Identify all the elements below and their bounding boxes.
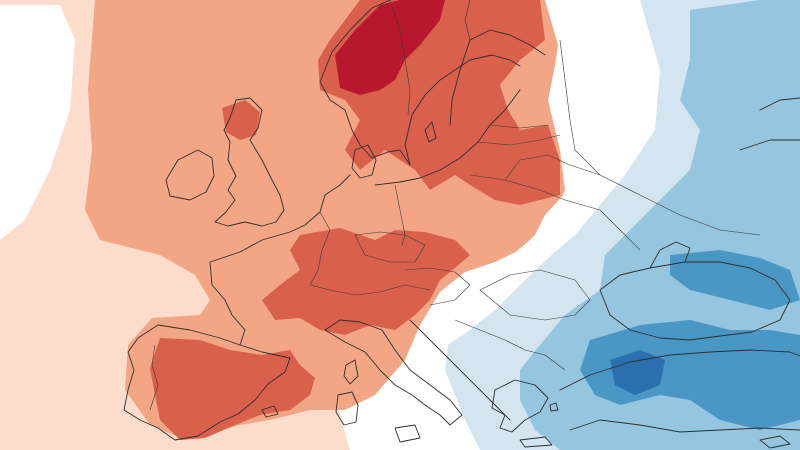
cold-high-zone-ukraine [670, 250, 800, 310]
island-cyprus [759, 435, 791, 449]
coast-black-sea [599, 261, 791, 341]
coast-italy [324, 319, 463, 426]
island-balearic [261, 405, 279, 418]
warm-high-zone-scotland [222, 100, 260, 140]
coast-turkey [559, 349, 800, 391]
coast-sardinia [335, 391, 359, 426]
island-sicily [394, 424, 421, 443]
neutral-zone-west-sea [0, 5, 75, 240]
border-austria-hungary [404, 267, 471, 306]
coast-iberia [123, 324, 291, 441]
coast-baltic [374, 89, 521, 186]
coast-finland [449, 29, 546, 126]
border-romania [479, 269, 591, 321]
border-sweden-finland [464, 0, 471, 41]
border-spain-portugal [149, 344, 159, 411]
cold-extreme-zone [610, 350, 665, 395]
coast-scandinavia [319, 0, 521, 166]
island-crete [519, 436, 553, 448]
coast-greece [491, 379, 549, 433]
coast-ireland [165, 149, 215, 201]
border-alps [309, 284, 431, 296]
coast-denmark [351, 144, 377, 179]
border-norway-sweden [389, 0, 411, 116]
coast-crimea [649, 241, 691, 269]
island-gotland [424, 121, 437, 143]
border-france-germany [309, 211, 331, 286]
border-baltics [477, 124, 561, 146]
country-borders [149, 0, 761, 411]
coast-great-britain [214, 97, 285, 227]
border-germany-poland [394, 184, 406, 246]
coast-turkey-south [569, 419, 800, 433]
cold-high-zone-black-sea [580, 320, 800, 430]
coast-caspian [739, 97, 800, 151]
island-aegean [549, 402, 559, 412]
border-balkans [454, 319, 566, 371]
coast-france [209, 174, 351, 346]
border-belarus [504, 154, 601, 181]
islands [261, 121, 791, 449]
coast-corsica [343, 359, 359, 385]
coast-adriatic [409, 319, 511, 421]
coastlines [123, 0, 800, 441]
warm-high-zone-central [262, 228, 470, 335]
neutral-zone [380, 0, 660, 450]
warm-high-zone-iberia [150, 338, 315, 440]
border-russia [559, 39, 761, 236]
warm-extreme-zone [335, 0, 445, 95]
border-czech [354, 231, 426, 263]
